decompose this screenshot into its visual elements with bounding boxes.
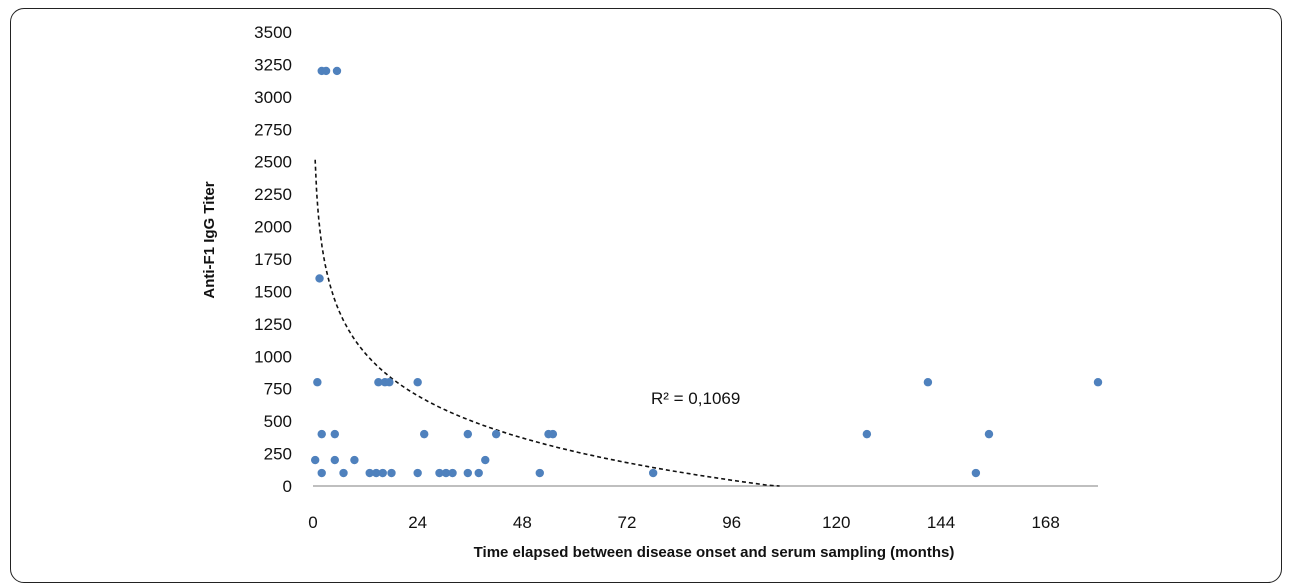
data-point	[385, 378, 394, 387]
data-point	[330, 429, 340, 439]
data-point	[378, 468, 387, 478]
y-axis-ticks: 0 250 500 750 1000 1250 1500 1750 2000 2250 2500 27…	[254, 23, 292, 496]
y-tick-label: 0	[283, 477, 292, 496]
data-point	[310, 455, 320, 465]
data-point	[481, 455, 490, 465]
data-point	[420, 429, 429, 439]
x-tick-label: 168	[1031, 513, 1059, 532]
data-point	[313, 378, 322, 387]
data-point	[330, 455, 340, 465]
r-squared-annotation: R² = 0,1069	[651, 389, 740, 408]
data-point	[413, 468, 422, 478]
scatter-chart: 0 250 500 750 1000 1250 1500 1750 2000 2250 2500 27…	[201, 23, 1103, 561]
y-tick-label: 750	[264, 380, 292, 399]
data-point	[339, 468, 348, 478]
data-point	[350, 455, 359, 465]
data-point	[374, 378, 383, 387]
y-tick-label: 3000	[254, 88, 292, 107]
data-point	[365, 468, 374, 478]
data-point	[372, 468, 381, 478]
y-tick-label: 1500	[254, 282, 292, 301]
data-point	[971, 468, 981, 478]
data-point	[984, 429, 994, 439]
x-tick-label: 144	[927, 513, 955, 532]
data-point	[435, 468, 444, 478]
y-tick-label: 2750	[254, 120, 292, 139]
data-point	[315, 274, 324, 283]
data-point	[463, 429, 473, 439]
x-axis-title: Time elapsed between disease onset and s…	[474, 544, 955, 561]
data-point	[1093, 378, 1103, 387]
y-tick-label: 2500	[254, 153, 292, 172]
data-point	[474, 468, 483, 478]
trendline	[314, 159, 780, 487]
x-tick-label: 0	[308, 513, 317, 532]
y-tick-label: 250	[264, 445, 292, 464]
x-tick-label: 72	[618, 513, 637, 532]
y-tick-label: 3500	[254, 23, 292, 42]
x-tick-label: 24	[408, 513, 427, 532]
data-point	[923, 378, 933, 387]
x-axis-ticks: 0 24 48 72 96 120 144 168	[308, 513, 1060, 532]
y-tick-label: 1000	[254, 347, 292, 366]
y-tick-label: 1750	[254, 250, 292, 269]
x-tick-label: 48	[513, 513, 532, 532]
y-tick-label: 500	[264, 412, 292, 431]
y-tick-label: 2000	[254, 218, 292, 237]
x-tick-label: 96	[722, 513, 741, 532]
data-point	[463, 468, 473, 478]
data-point	[548, 429, 558, 439]
data-point	[317, 429, 326, 439]
data-point	[441, 468, 451, 478]
y-tick-label: 1250	[254, 315, 292, 334]
data-point	[448, 468, 457, 478]
data-point	[332, 66, 342, 76]
y-tick-label: 3250	[254, 55, 292, 74]
data-point	[491, 429, 501, 439]
x-tick-label: 120	[822, 513, 850, 532]
data-point	[413, 378, 422, 387]
data-point	[387, 468, 396, 478]
data-point	[321, 66, 331, 76]
data-points	[310, 66, 1103, 478]
data-point	[648, 468, 658, 478]
y-tick-label: 2250	[254, 185, 292, 204]
data-point	[535, 468, 544, 478]
data-point	[862, 429, 872, 439]
data-point	[317, 468, 326, 478]
y-axis-title: Anti-F1 IgG Titer	[201, 181, 218, 298]
